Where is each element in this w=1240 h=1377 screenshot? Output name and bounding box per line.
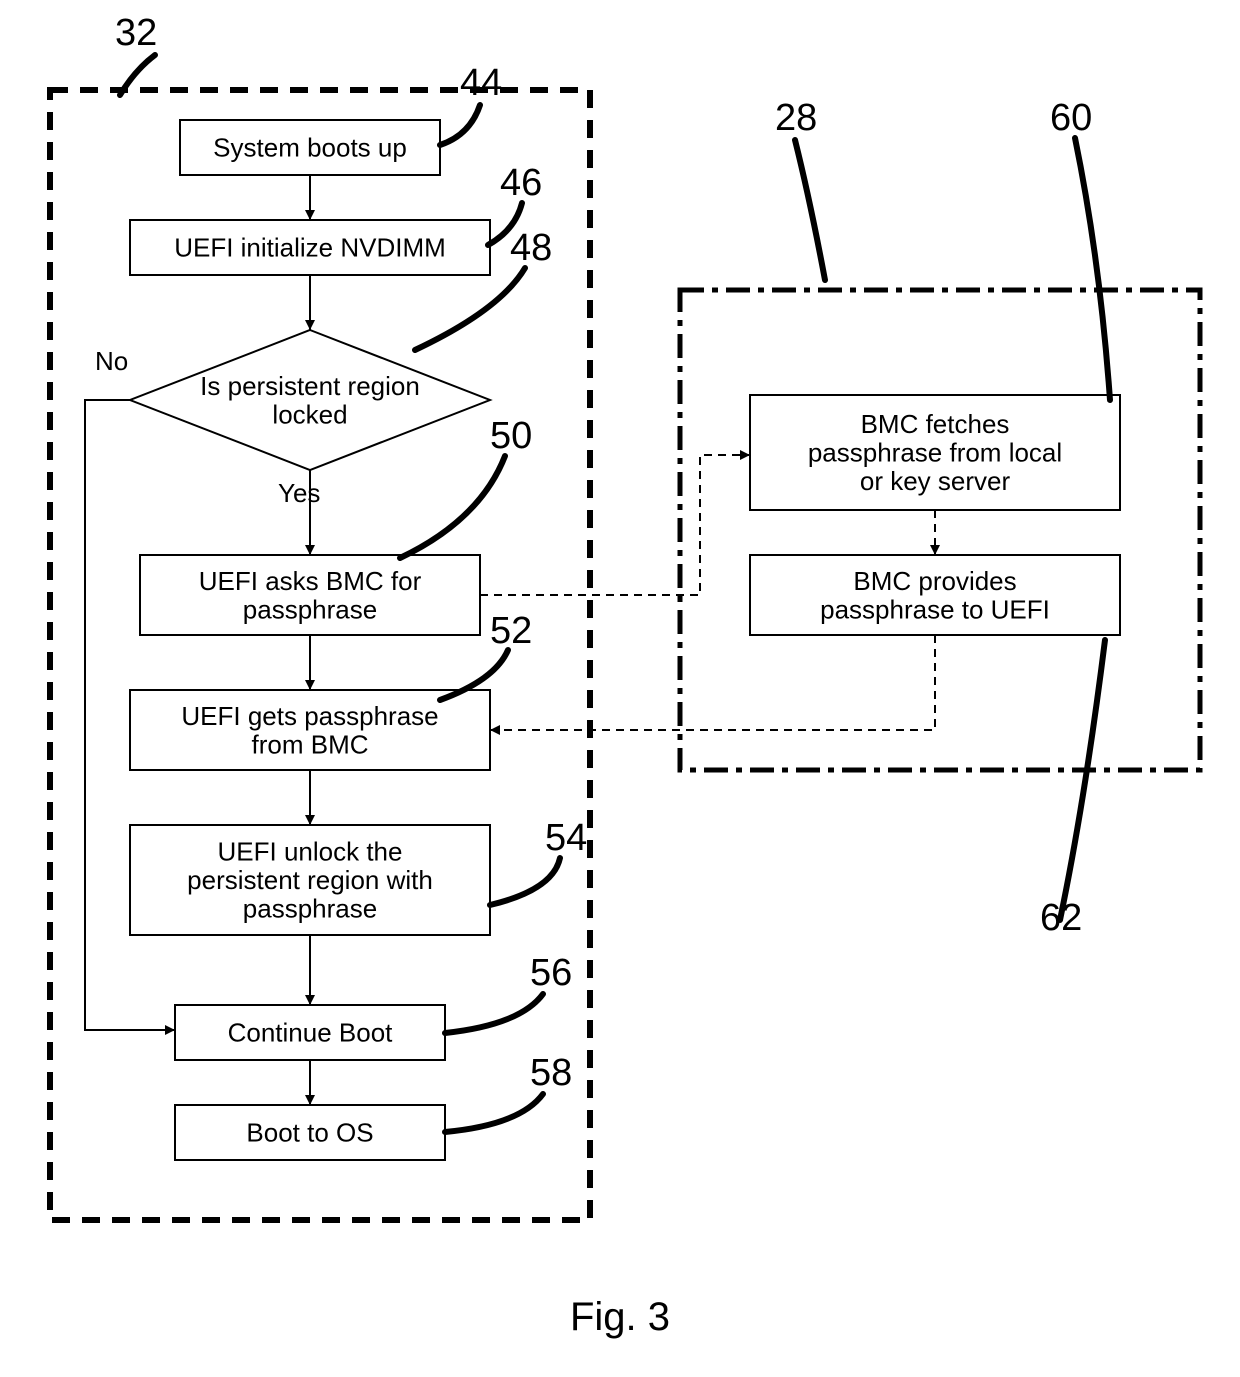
- callout-48-leader: [415, 268, 525, 350]
- node-n44: System boots up: [180, 120, 440, 175]
- edge-n48-n56-label: No: [95, 346, 128, 376]
- callout-52-number: 52: [490, 610, 532, 652]
- callout-44-number: 44: [460, 62, 502, 104]
- node-n60: BMC fetchespassphrase from localor key s…: [750, 395, 1120, 510]
- node-n58: Boot to OS: [175, 1105, 445, 1160]
- edge-n62-n52: [490, 635, 935, 730]
- node-n62: BMC providespassphrase to UEFI: [750, 555, 1120, 635]
- node-n50: UEFI asks BMC forpassphrase: [140, 555, 480, 635]
- node-n52: UEFI gets passphrasefrom BMC: [130, 690, 490, 770]
- edge-n48-n50-label: Yes: [278, 478, 320, 508]
- callout-56-number: 56: [530, 952, 572, 994]
- callout-60-leader: [1075, 138, 1110, 400]
- callout-50-leader: [400, 456, 505, 558]
- edge-n50-n60: [480, 455, 750, 595]
- node-n44-label: System boots up: [213, 133, 407, 163]
- callout-56-leader: [445, 994, 543, 1033]
- callout-54-number: 54: [545, 817, 587, 859]
- container-28: [680, 290, 1200, 770]
- node-n56: Continue Boot: [175, 1005, 445, 1060]
- node-n58-label: Boot to OS: [246, 1118, 373, 1148]
- node-n46-label: UEFI initialize NVDIMM: [174, 233, 446, 263]
- callout-62-leader: [1060, 640, 1105, 920]
- callout-58-leader: [445, 1094, 543, 1132]
- node-n54: UEFI unlock thepersistent region withpas…: [130, 825, 490, 935]
- callout-48-number: 48: [510, 227, 552, 269]
- node-n56-label: Continue Boot: [228, 1018, 394, 1048]
- callout-28-leader: [795, 140, 825, 280]
- callout-60-number: 60: [1050, 97, 1092, 139]
- callout-46-number: 46: [500, 162, 542, 204]
- figure-caption: Fig. 3: [570, 1295, 670, 1339]
- node-n48: Is persistent regionlocked: [130, 330, 490, 470]
- callout-28-number: 28: [775, 97, 817, 139]
- callout-62-number: 62: [1040, 897, 1082, 939]
- node-n46: UEFI initialize NVDIMM: [130, 220, 490, 275]
- node-n62-label: BMC providespassphrase to UEFI: [820, 566, 1050, 625]
- callout-58-number: 58: [530, 1052, 572, 1094]
- callout-54-leader: [490, 858, 560, 905]
- callout-44-leader: [440, 105, 480, 145]
- callout-32-number: 32: [115, 12, 157, 54]
- callout-50-number: 50: [490, 415, 532, 457]
